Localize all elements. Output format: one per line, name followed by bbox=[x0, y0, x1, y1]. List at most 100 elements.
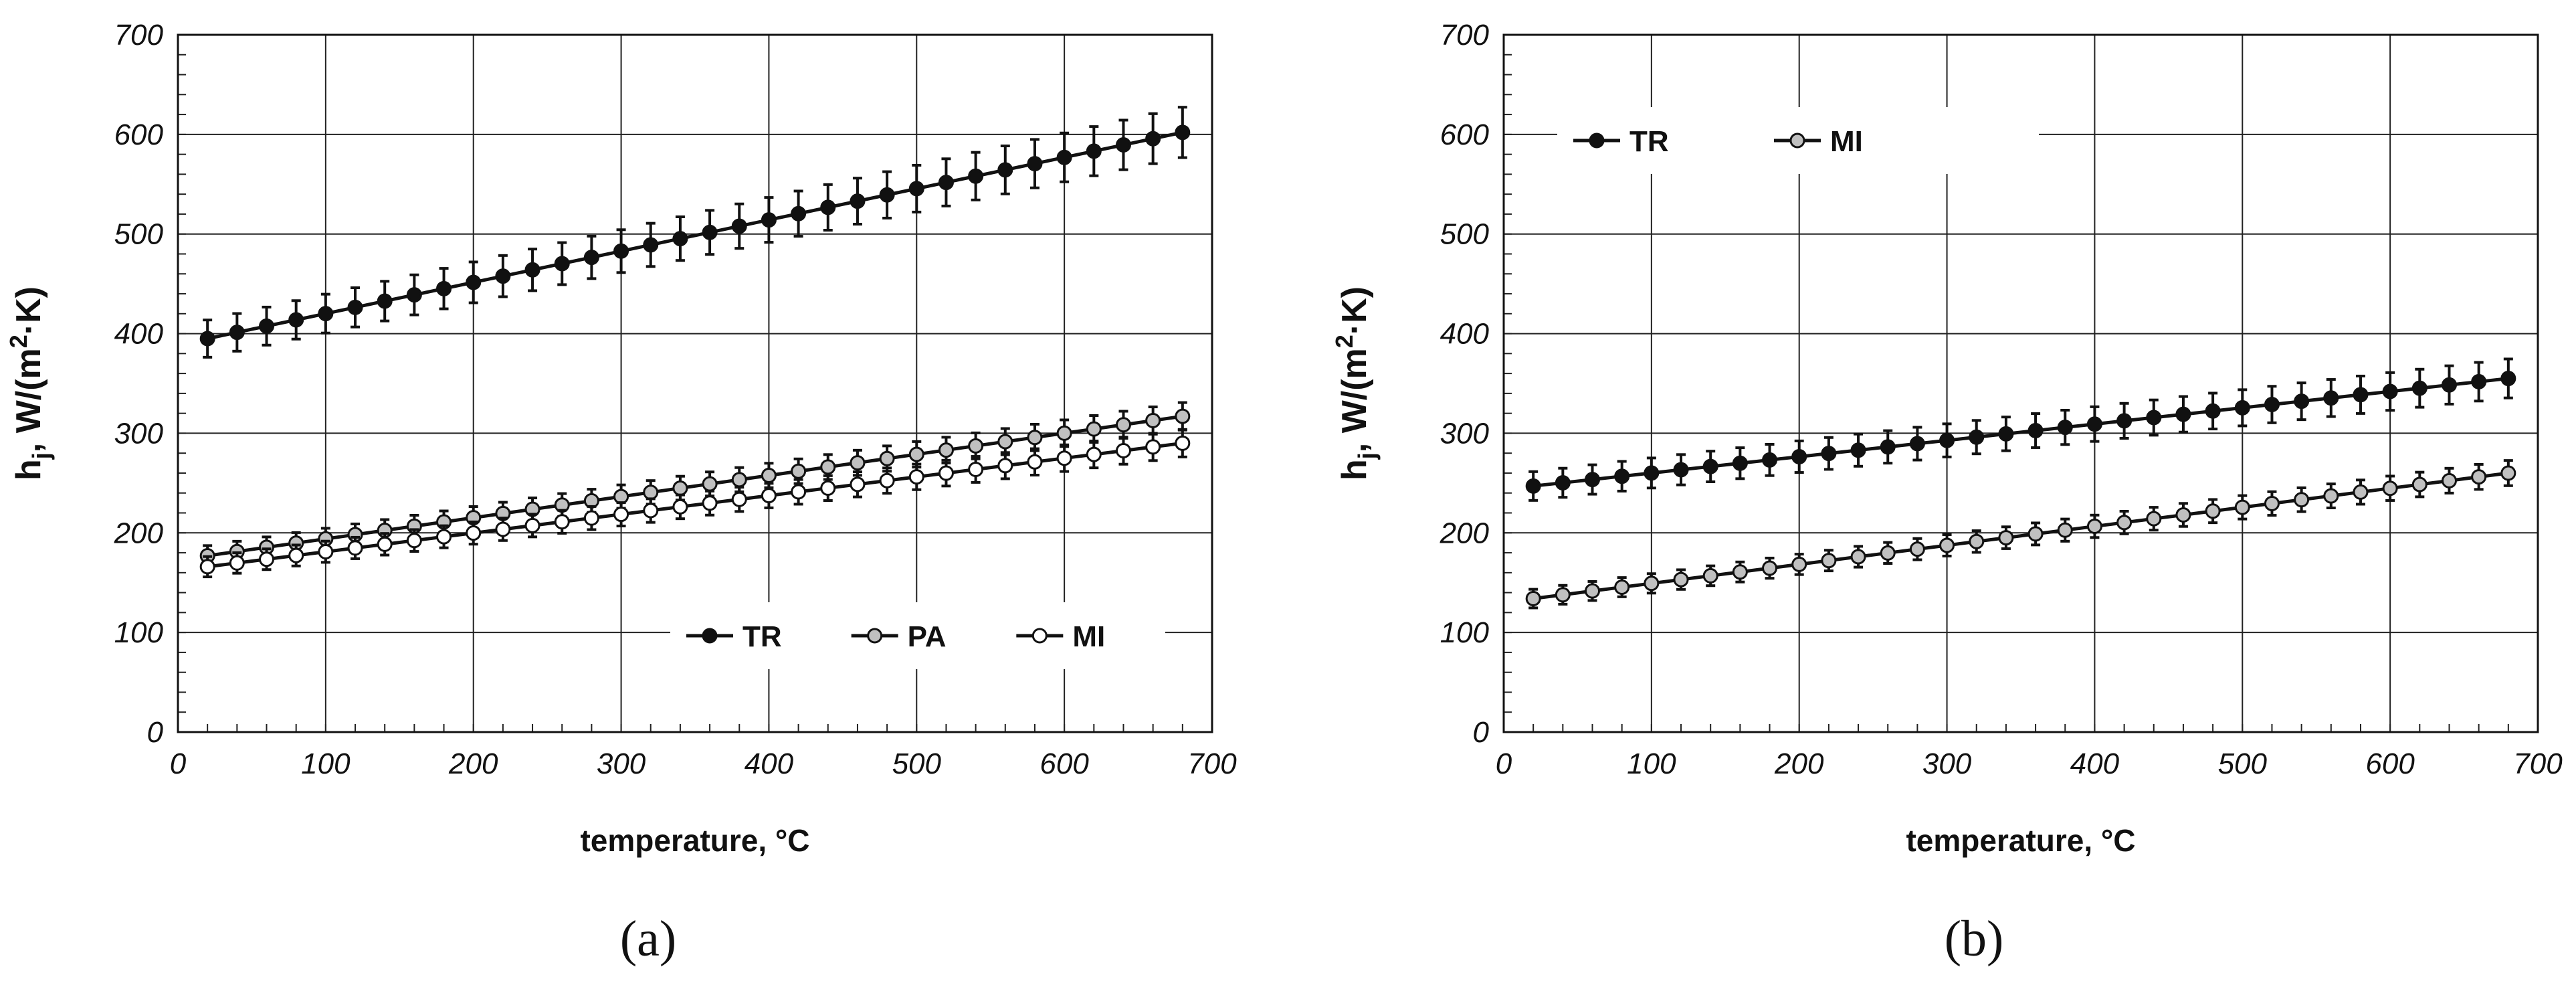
data-point bbox=[2086, 519, 2102, 535]
data-point bbox=[2086, 416, 2102, 432]
data-point bbox=[2382, 480, 2398, 497]
x-tick-label: 500 bbox=[2218, 747, 2268, 780]
y-tick-label: 200 bbox=[1440, 517, 1490, 549]
data-point bbox=[1056, 425, 1072, 441]
y-tick-label: 300 bbox=[1440, 417, 1490, 450]
x-tick-label: 0 bbox=[1496, 747, 1512, 780]
data-point bbox=[2234, 499, 2250, 515]
x-tick-label: 600 bbox=[2365, 747, 2415, 780]
data-point bbox=[1086, 421, 1102, 437]
data-point bbox=[1850, 549, 1866, 565]
data-point bbox=[731, 218, 747, 234]
data-point bbox=[1175, 124, 1191, 141]
data-point bbox=[850, 193, 866, 209]
series-line bbox=[1532, 377, 2509, 488]
data-point bbox=[1909, 541, 1925, 557]
y-tick-label: 200 bbox=[114, 517, 164, 549]
data-point bbox=[1145, 439, 1161, 455]
x-tick-label: 300 bbox=[1922, 747, 1972, 780]
y-tick-label: 700 bbox=[114, 19, 164, 52]
data-point bbox=[436, 280, 452, 296]
y-tick-label: 0 bbox=[1473, 716, 1490, 749]
data-point bbox=[613, 507, 629, 523]
data-point bbox=[229, 325, 245, 341]
data-point bbox=[2205, 403, 2221, 419]
data-point bbox=[2500, 371, 2516, 387]
data-point bbox=[495, 521, 511, 537]
legend-label-tr: TR bbox=[742, 620, 782, 653]
legend-swatch-marker bbox=[867, 628, 883, 644]
x-tick-label: 100 bbox=[1627, 747, 1676, 780]
data-point bbox=[1056, 149, 1072, 165]
panel-label: (b) bbox=[1945, 911, 2004, 967]
data-point bbox=[1525, 591, 1541, 607]
data-point bbox=[1732, 455, 1748, 471]
data-point bbox=[820, 459, 836, 475]
data-point bbox=[1056, 450, 1072, 466]
data-point bbox=[1145, 130, 1161, 147]
y-tick-label: 100 bbox=[1440, 616, 1490, 649]
data-point bbox=[318, 306, 334, 322]
data-point bbox=[1145, 412, 1161, 428]
data-point bbox=[761, 212, 777, 228]
data-point bbox=[1673, 571, 1689, 588]
data-point bbox=[672, 231, 688, 247]
data-point bbox=[2323, 488, 2339, 504]
data-point bbox=[731, 472, 747, 488]
data-point bbox=[554, 514, 570, 530]
x-tick-label: 600 bbox=[1039, 747, 1089, 780]
data-point bbox=[2323, 390, 2339, 406]
plot-frame bbox=[1502, 33, 2539, 733]
data-point bbox=[2264, 397, 2280, 413]
data-point bbox=[229, 555, 245, 571]
data-point bbox=[702, 476, 718, 492]
data-point bbox=[1115, 443, 1131, 459]
legend-label-tr: TR bbox=[1629, 125, 1669, 158]
data-point bbox=[347, 299, 363, 315]
data-point bbox=[731, 491, 747, 507]
data-point bbox=[2264, 495, 2280, 511]
data-point bbox=[997, 434, 1013, 450]
data-point bbox=[2205, 503, 2221, 519]
data-point bbox=[1880, 545, 1896, 561]
data-point bbox=[288, 547, 304, 563]
legend-box bbox=[670, 602, 1165, 669]
data-point bbox=[672, 480, 688, 496]
data-point bbox=[672, 499, 688, 515]
data-point bbox=[908, 469, 924, 485]
data-point bbox=[2116, 413, 2133, 429]
data-point bbox=[1585, 472, 1601, 488]
data-point bbox=[583, 250, 599, 266]
legend: TR PA MI bbox=[670, 602, 1165, 669]
data-point bbox=[1791, 556, 1807, 572]
chart-panel-a: 0 100 200 300 400 500 600 700 0 100 200 300 400 500 60… bbox=[5, 19, 1237, 967]
data-point bbox=[1762, 560, 1778, 576]
data-point bbox=[436, 529, 452, 545]
data-point bbox=[495, 268, 511, 284]
data-point bbox=[1969, 533, 1985, 549]
data-point bbox=[613, 243, 629, 259]
y-tick-label: 600 bbox=[1440, 118, 1490, 151]
data-point bbox=[908, 181, 924, 197]
data-point bbox=[2027, 423, 2044, 439]
data-point bbox=[761, 488, 777, 504]
data-point bbox=[1998, 530, 2014, 546]
data-point bbox=[1821, 553, 1837, 569]
data-point bbox=[1027, 454, 1043, 470]
data-point bbox=[1525, 478, 1541, 494]
data-point bbox=[1702, 458, 1718, 474]
legend-label-mi: MI bbox=[1830, 125, 1863, 158]
data-point bbox=[1969, 429, 1985, 445]
data-point bbox=[466, 274, 482, 290]
data-point bbox=[613, 488, 629, 505]
data-point bbox=[1850, 442, 1866, 458]
data-point bbox=[1175, 435, 1191, 451]
data-point bbox=[2500, 465, 2516, 481]
data-point bbox=[1115, 417, 1131, 433]
data-point bbox=[643, 237, 659, 253]
data-point bbox=[2382, 383, 2398, 399]
data-point bbox=[702, 495, 718, 511]
series-mi bbox=[1525, 459, 2516, 610]
data-point bbox=[466, 525, 482, 541]
data-point bbox=[1555, 474, 1571, 490]
